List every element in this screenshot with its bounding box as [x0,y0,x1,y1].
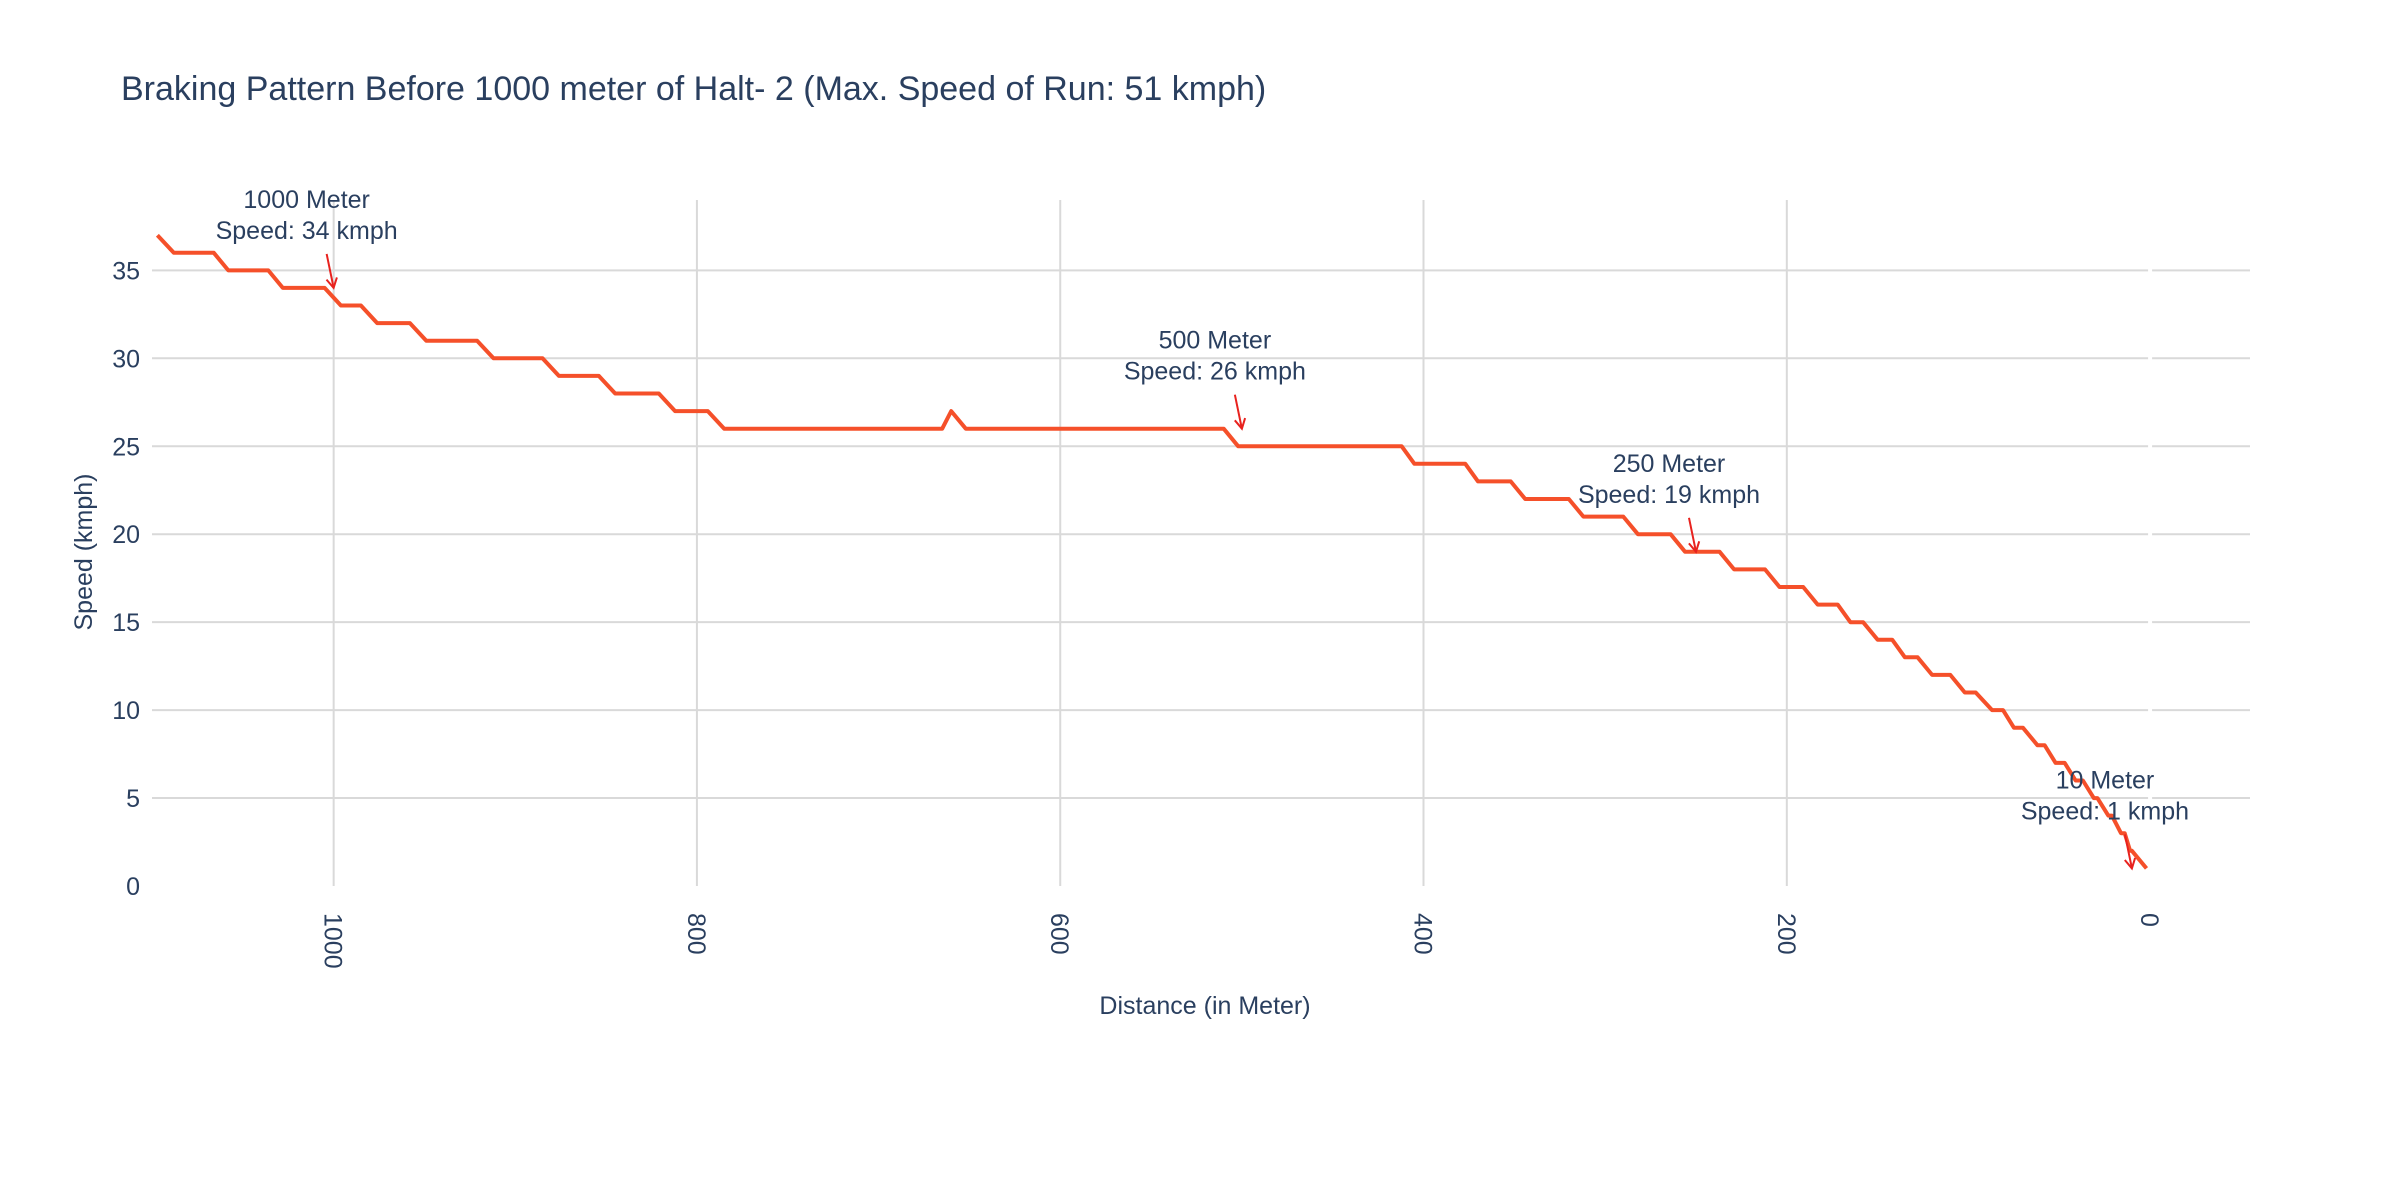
x-tick-label: 0 [2135,913,2163,927]
series-layer [155,233,2149,870]
annotation-label-distance: 250 Meter [1613,450,1726,478]
annotation-arrow [2123,834,2133,869]
chart-title: Braking Pattern Before 1000 meter of Hal… [121,70,1266,108]
x-tick-label: 800 [682,913,710,955]
grid-layer [152,200,2250,886]
x-tick-label: 600 [1045,913,1073,955]
annotation-arrowhead [2124,857,2137,871]
y-tick-label: 0 [126,873,140,901]
y-tick-label: 35 [112,257,140,285]
annotation-layer: 1000 Meter Speed: 34 kmph 500 Meter Speed: … [216,186,2189,871]
y-tick-label: 15 [112,609,140,637]
y-tick-label: 20 [112,521,140,549]
annotation-arrowhead [1234,417,1247,431]
annotation-arrow [1233,394,1243,429]
annotation-label-speed: Speed: 26 kmph [1124,358,1306,386]
annotation-arrow [325,253,335,289]
x-tick-label: 200 [1772,913,1800,955]
annotation-label-speed: Speed: 34 kmph [216,217,398,245]
x-tick-label: 400 [1409,913,1437,955]
annotation-label-speed: Speed: 1 kmph [2021,797,2189,825]
annotation-label-distance: 500 Meter [1159,327,1272,355]
y-axis-title: Speed (kmph) [70,473,98,630]
y-tick-label: 25 [112,433,140,461]
annotation-arrowhead [325,277,338,290]
y-tick-label: 10 [112,697,140,725]
annotation-label-speed: Speed: 19 kmph [1578,481,1760,509]
annotation-label-distance: 1000 Meter [243,186,369,214]
x-axis-title: Distance (in Meter) [1099,992,1310,1020]
y-tick-label: 5 [126,785,140,813]
speed-series-line [155,233,2149,870]
axes-layer: 0 5 10 15 20 25 30 35 1000 800 600 400 200 0 [112,257,2163,968]
x-tick-label: 1000 [319,913,347,969]
annotation-arrowhead [1688,541,1701,554]
annotation-label-distance: 10 Meter [2056,766,2155,794]
annotation-arrow [1688,517,1697,552]
y-tick-label: 30 [112,345,140,373]
